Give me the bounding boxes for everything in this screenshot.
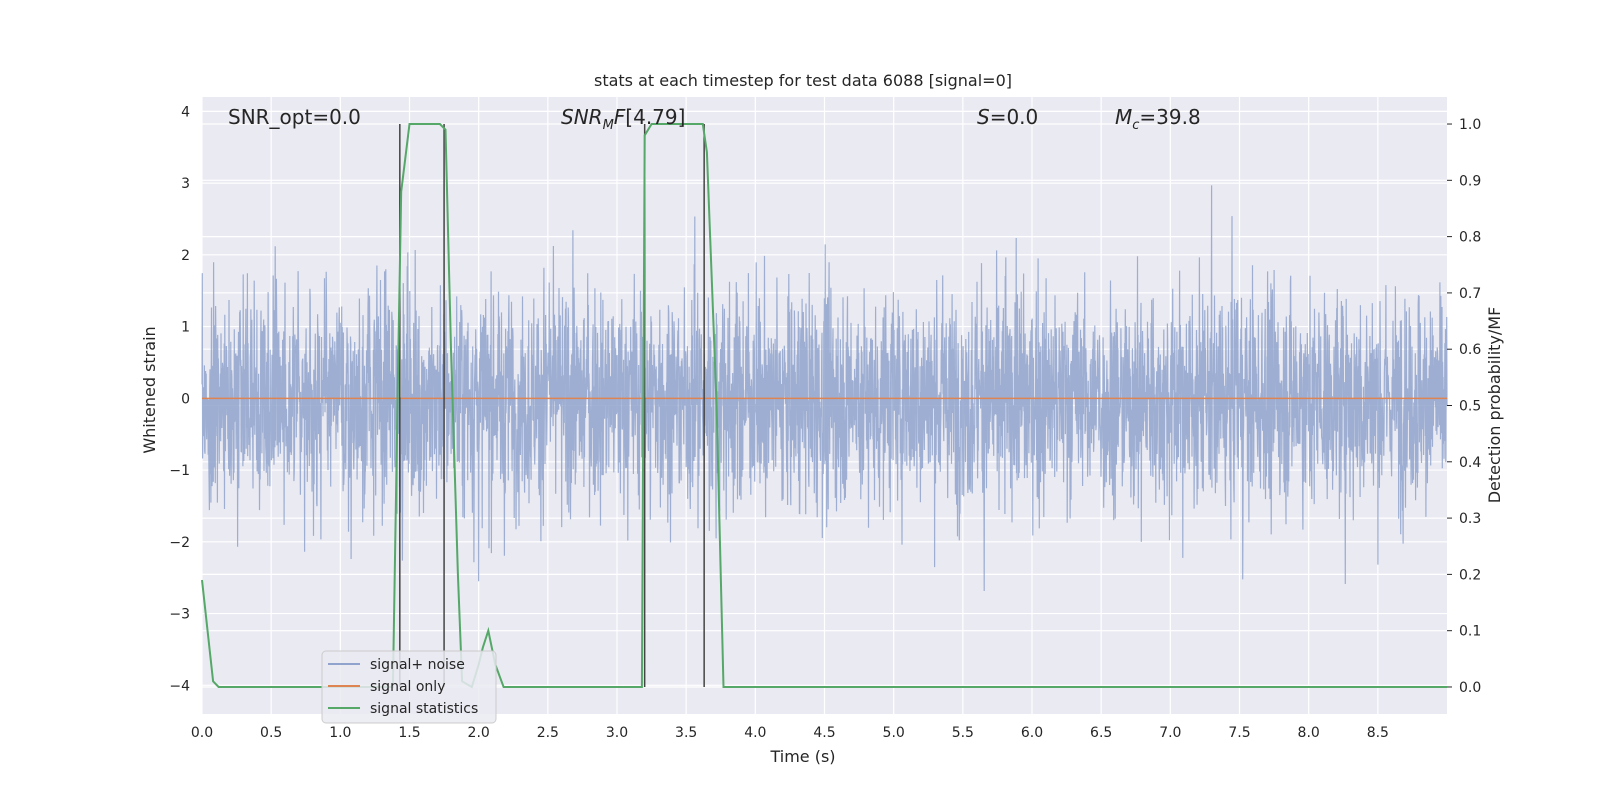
y2-tick-label: 0.0 [1459, 680, 1481, 696]
y2-tick-label: 0.5 [1459, 399, 1481, 415]
y-tick-label: −3 [169, 607, 190, 623]
x-tick-label: 2.5 [537, 725, 559, 741]
x-axis-ticks: 0.0 0.5 1.0 1.5 2.0 2.5 3.0 3.5 4.0 4.5 5.0 5.5 6.0 6… [191, 725, 1389, 741]
y-axis-label: Whitened strain [140, 326, 159, 453]
x-tick-label: 2.0 [468, 725, 490, 741]
x-tick-label: 6.5 [1090, 725, 1112, 741]
x-tick-label: 8.0 [1298, 725, 1320, 741]
signal-noise-series [201, 185, 1448, 592]
y-tick-label: 0 [181, 391, 190, 407]
y2-tick-label: 1.0 [1459, 117, 1481, 133]
y-tick-label: 1 [181, 320, 190, 336]
y-axis-ticks: −4 −3 −2 −1 0 1 2 3 4 [169, 104, 190, 694]
y2-tick-label: 0.1 [1459, 624, 1481, 640]
s-annotation: S=0.0 [977, 105, 1038, 129]
legend-box [321, 650, 497, 724]
y2-tick-label: 0.7 [1459, 286, 1481, 302]
legend: signal+ noise signal only signal statist… [321, 650, 497, 724]
y2-tick-label: 0.6 [1459, 342, 1481, 358]
chart-title: stats at each timestep for test data 608… [594, 71, 1012, 90]
y2-tick-label: 0.2 [1459, 567, 1481, 583]
noise-trace [201, 185, 1448, 592]
legend-label-stats: signal statistics [370, 701, 478, 717]
y-tick-label: 3 [181, 176, 190, 192]
x-tick-label: 0.5 [260, 725, 282, 741]
x-tick-label: 3.5 [675, 725, 697, 741]
y2-tick-label: 0.3 [1459, 511, 1481, 527]
y2-axis-ticks: 0.0 0.1 0.2 0.3 0.4 0.5 0.6 0.7 0.8 0.9 1.0 [1447, 117, 1481, 696]
x-tick-label: 0.0 [191, 725, 213, 741]
x-tick-label: 7.0 [1159, 725, 1181, 741]
y-tick-label: −2 [169, 535, 190, 551]
y2-tick-label: 0.9 [1459, 173, 1481, 189]
legend-label-signal: signal only [370, 679, 445, 695]
x-tick-label: 4.5 [813, 725, 835, 741]
y2-tick-label: 0.8 [1459, 230, 1481, 246]
x-tick-label: 5.5 [952, 725, 974, 741]
y2-axis-label: Detection probability/MF [1485, 307, 1504, 504]
x-tick-label: 4.0 [744, 725, 766, 741]
y-tick-label: 2 [181, 248, 190, 264]
snr-opt-annotation: SNR_opt=0.0 [228, 105, 361, 129]
x-tick-label: 7.5 [1228, 725, 1250, 741]
x-tick-label: 1.5 [398, 725, 420, 741]
legend-label-noise: signal+ noise [370, 657, 465, 673]
y2-tick-label: 0.4 [1459, 455, 1481, 471]
snr-mf-annotation: SNRMF[4.79] [561, 105, 685, 133]
x-tick-label: 8.5 [1367, 725, 1389, 741]
x-tick-label: 6.0 [1021, 725, 1043, 741]
x-tick-label: 5.0 [883, 725, 905, 741]
x-axis-label: Time (s) [769, 747, 835, 766]
mc-annotation: Mc=39.8 [1115, 105, 1201, 133]
x-tick-label: 1.0 [329, 725, 351, 741]
y-tick-label: 4 [181, 104, 190, 120]
y-tick-label: −4 [169, 678, 190, 694]
x-tick-label: 3.0 [606, 725, 628, 741]
y-tick-label: −1 [169, 463, 190, 479]
